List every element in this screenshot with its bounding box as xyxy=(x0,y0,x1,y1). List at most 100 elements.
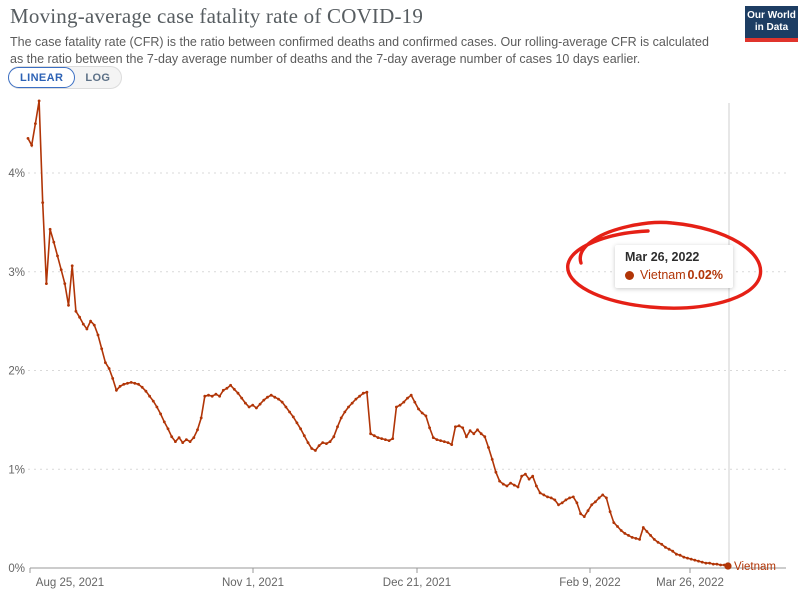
y-tick-label: 0% xyxy=(8,563,25,575)
data-point-marker xyxy=(159,412,163,416)
data-point-marker xyxy=(568,496,571,500)
data-point-marker xyxy=(439,439,442,442)
data-point-marker xyxy=(67,303,70,307)
data-point-marker xyxy=(133,381,137,385)
data-point-marker xyxy=(155,405,159,409)
scale-toggle: LINEAR LOG xyxy=(8,66,123,89)
data-point-marker xyxy=(332,435,336,439)
data-point-marker xyxy=(122,382,126,386)
data-point-marker xyxy=(560,501,564,505)
data-point-marker xyxy=(89,319,92,323)
data-point-marker xyxy=(649,534,652,537)
data-point-marker xyxy=(37,99,41,103)
data-point-marker xyxy=(78,315,81,319)
data-point-marker xyxy=(678,553,682,557)
series-end-dot xyxy=(724,562,732,570)
data-point-marker xyxy=(302,434,306,438)
data-point-marker xyxy=(501,482,505,486)
chart-canvas[interactable]: 0% 1% 2% 3% 4% Aug 25, 2021 Nov 1, 2021 Dec 21,… xyxy=(0,90,800,596)
data-point-marker xyxy=(115,388,118,392)
data-point-marker xyxy=(446,441,450,444)
data-point-marker xyxy=(321,441,325,444)
data-point-marker xyxy=(535,484,538,488)
series-dot-icon xyxy=(625,270,634,280)
data-point-marker xyxy=(476,428,479,432)
data-point-marker xyxy=(461,426,465,430)
data-point-marker xyxy=(689,557,693,561)
data-point-marker xyxy=(667,547,671,551)
data-point-marker xyxy=(347,405,350,409)
data-point-marker xyxy=(81,322,85,326)
data-point-marker xyxy=(96,333,100,337)
data-point-marker xyxy=(269,393,273,397)
tooltip-series-value: 0.02% xyxy=(687,268,723,282)
data-point-marker xyxy=(295,421,299,425)
data-point-marker xyxy=(174,440,177,443)
owid-logo-line1: Our World xyxy=(747,10,796,21)
data-point-marker xyxy=(671,549,675,553)
data-point-marker xyxy=(236,391,240,395)
data-point-marker xyxy=(553,498,557,502)
data-point-marker xyxy=(384,438,387,441)
data-point-marker xyxy=(641,526,645,529)
data-point-marker xyxy=(166,427,170,431)
data-point-marker xyxy=(700,560,704,564)
data-point-marker xyxy=(129,381,133,384)
data-point-marker xyxy=(697,559,700,563)
data-point-marker xyxy=(365,390,369,394)
data-point-marker xyxy=(196,428,199,432)
series-vietnam xyxy=(26,99,730,568)
data-point-marker xyxy=(59,268,63,272)
data-point-marker xyxy=(575,501,579,505)
data-point-marker xyxy=(450,443,454,446)
data-point-marker xyxy=(328,440,332,443)
x-tick-label: Mar 26, 2022 xyxy=(656,577,724,589)
data-point-marker xyxy=(151,399,155,403)
tooltip-series-row: Vietnam 0.02% xyxy=(625,268,723,282)
data-point-marker xyxy=(479,432,483,436)
data-point-marker xyxy=(693,558,697,562)
data-point-marker xyxy=(634,537,638,540)
data-point-marker xyxy=(586,509,590,513)
data-point-marker xyxy=(612,521,616,524)
data-point-marker xyxy=(638,538,641,541)
data-point-marker xyxy=(579,512,582,516)
data-point-marker xyxy=(487,446,490,449)
series-line xyxy=(27,100,729,567)
data-point-marker xyxy=(557,503,560,507)
data-point-marker xyxy=(63,282,67,285)
data-point-marker xyxy=(409,393,413,397)
data-point-marker xyxy=(361,391,365,395)
series-end-label: Vietnam xyxy=(734,561,776,573)
data-point-marker xyxy=(594,500,597,504)
data-point-marker xyxy=(218,394,222,398)
data-point-marker xyxy=(26,137,30,140)
data-point-marker xyxy=(277,397,280,401)
data-point-marker xyxy=(420,411,424,415)
data-point-marker xyxy=(708,561,711,565)
data-point-marker xyxy=(255,406,258,410)
data-point-marker xyxy=(424,414,428,418)
page-title: Moving-average case fatality rate of COV… xyxy=(10,4,424,28)
data-point-marker xyxy=(111,377,115,380)
data-point-marker xyxy=(325,442,328,445)
log-button[interactable]: LOG xyxy=(85,71,111,84)
data-point-marker xyxy=(74,309,78,313)
data-point-marker xyxy=(380,437,384,440)
owid-logo[interactable]: Our World in Data xyxy=(745,6,798,42)
data-point-marker xyxy=(207,393,210,397)
owid-logo-line2: in Data xyxy=(754,22,789,33)
data-point-marker xyxy=(229,383,233,387)
data-point-marker xyxy=(126,381,129,385)
data-point-marker xyxy=(398,403,402,407)
tooltip-date: Mar 26, 2022 xyxy=(625,250,700,264)
linear-button[interactable]: LINEAR xyxy=(8,67,76,88)
data-point-marker xyxy=(48,227,52,231)
data-point-marker xyxy=(188,440,192,443)
data-point-marker xyxy=(387,439,391,442)
data-point-marker xyxy=(214,392,218,396)
data-point-marker xyxy=(343,410,347,414)
data-point-marker xyxy=(498,479,501,483)
data-point-marker xyxy=(675,552,678,556)
data-point-marker xyxy=(177,436,181,439)
